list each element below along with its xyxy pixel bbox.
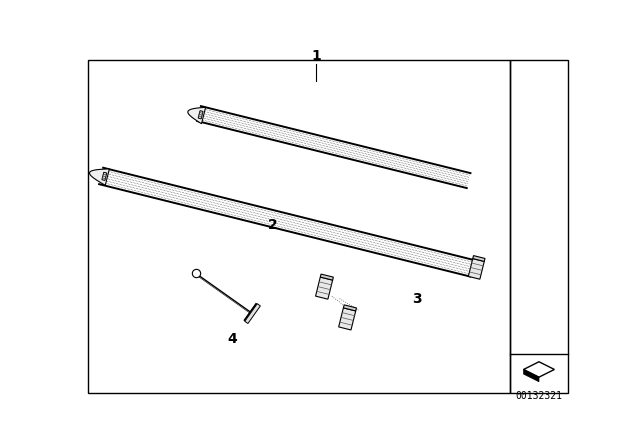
Text: 1: 1	[312, 49, 321, 63]
Polygon shape	[102, 172, 107, 181]
Polygon shape	[339, 308, 356, 330]
Polygon shape	[468, 258, 484, 279]
Polygon shape	[473, 256, 485, 262]
Polygon shape	[344, 305, 356, 311]
Polygon shape	[90, 169, 109, 185]
Polygon shape	[316, 277, 333, 299]
Text: 00132321: 00132321	[515, 391, 563, 401]
Polygon shape	[198, 111, 203, 119]
Bar	[509, 60, 568, 392]
Polygon shape	[188, 107, 205, 124]
Bar	[88, 60, 509, 392]
Polygon shape	[320, 274, 333, 280]
Text: 3: 3	[412, 292, 421, 306]
Text: 4: 4	[227, 332, 237, 346]
Text: 2: 2	[268, 218, 277, 232]
Polygon shape	[244, 304, 260, 323]
Polygon shape	[524, 362, 554, 377]
Polygon shape	[524, 370, 539, 382]
